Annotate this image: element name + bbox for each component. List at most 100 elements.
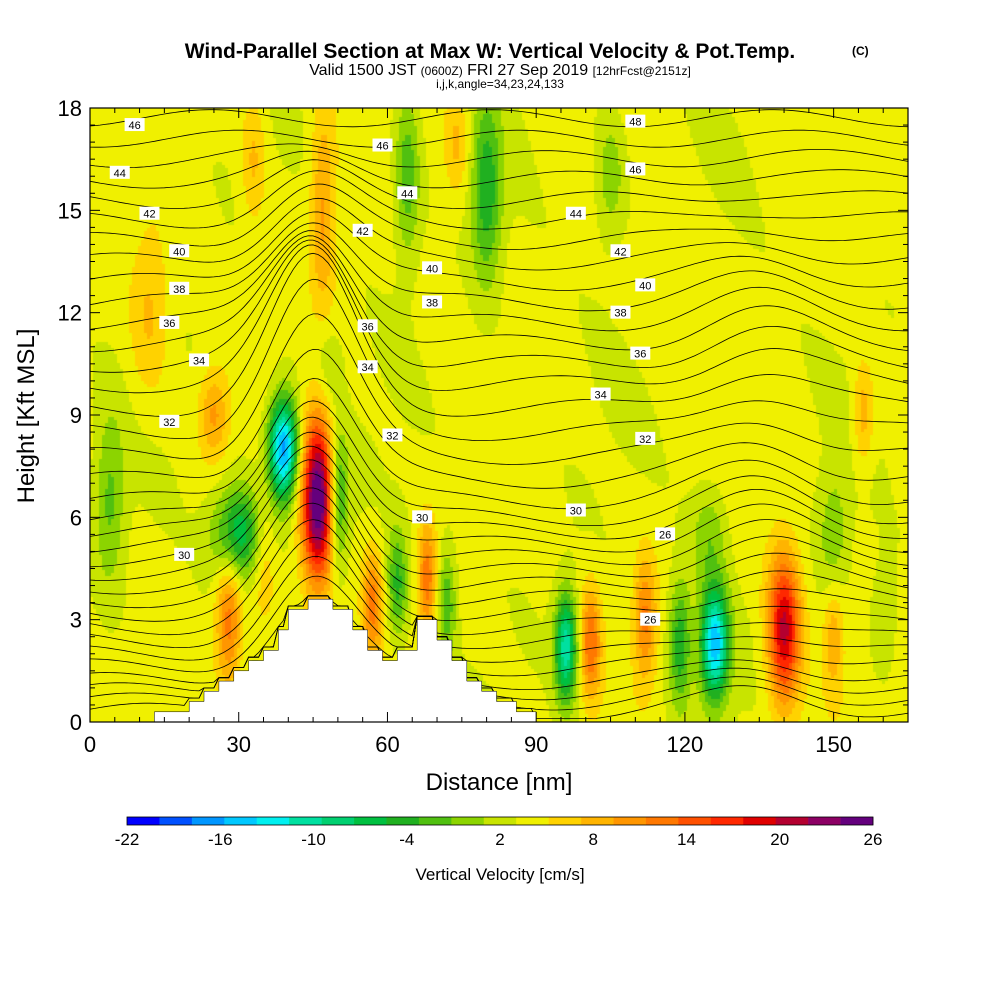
isentrope-label: 36 (159, 315, 180, 330)
colorbar-swatch (548, 817, 582, 825)
y-tick-label: 15 (58, 198, 82, 223)
colorbar-swatch (808, 817, 841, 825)
vertical-velocity-field (90, 108, 908, 722)
colorbar-swatch (256, 817, 290, 825)
svg-text:40: 40 (426, 263, 438, 275)
x-tick-label: 120 (667, 732, 704, 757)
svg-text:38: 38 (173, 284, 185, 296)
svg-text:48: 48 (629, 117, 641, 129)
svg-text:40: 40 (173, 246, 185, 258)
isentrope-label: 26 (640, 612, 661, 627)
y-tick-label: 3 (70, 608, 82, 633)
svg-text:44: 44 (114, 168, 126, 180)
isentrope-label: 30 (565, 503, 586, 518)
colorbar-swatch (516, 817, 549, 825)
colorbar-swatch (678, 817, 712, 825)
colorbar-tick-label: 8 (589, 830, 598, 849)
colorbar-swatch (645, 817, 679, 825)
isentrope-label: 44 (397, 186, 418, 200)
colorbar-tick-label: 26 (864, 830, 883, 849)
svg-text:44: 44 (570, 209, 582, 221)
isentrope-label: 34 (189, 353, 210, 367)
isentrope-line (90, 416, 908, 540)
svg-text:26: 26 (644, 615, 656, 627)
svg-text:26: 26 (659, 529, 671, 541)
svg-text:34: 34 (193, 355, 205, 367)
svg-text:30: 30 (416, 512, 428, 524)
isentrope-line (90, 150, 908, 189)
colorbar (126, 816, 874, 826)
isentrope-line (90, 378, 908, 510)
svg-text:44: 44 (401, 188, 413, 200)
isentrope-line (90, 159, 908, 209)
y-tick-label: 9 (70, 403, 82, 428)
isentrope-labels: 46 44 42 40 38 36 34 32 30 46 44 42 40 38 36 34 32 30 48 46… (109, 114, 676, 627)
isentrope-line (90, 143, 908, 169)
isentrope-label: 30 (412, 510, 433, 524)
svg-text:46: 46 (629, 164, 641, 176)
isentrope-label: 32 (635, 431, 656, 446)
svg-text:34: 34 (595, 390, 607, 402)
isentrope-label: 42 (139, 206, 160, 221)
isentrope-line (90, 536, 908, 649)
isentrope-line (90, 555, 908, 663)
colorbar-swatch (418, 817, 452, 825)
colorbar-tick-label: -10 (301, 830, 326, 849)
colorbar-tick-label: 2 (495, 830, 504, 849)
isentrope-label: 30 (174, 547, 195, 562)
chart-title: Wind-Parallel Section at Max W: Vertical… (185, 40, 796, 63)
isentrope-line (90, 183, 908, 251)
plot-area: 46 44 42 40 38 36 34 32 30 46 44 42 40 38 36 34 32 30 48 46… (90, 108, 908, 722)
terrain-mask (90, 598, 908, 722)
svg-text:36: 36 (634, 349, 646, 361)
isentrope-label: 40 (422, 261, 443, 275)
svg-text:42: 42 (614, 246, 626, 258)
x-tick-label: 0 (84, 732, 96, 757)
colorbar-swatch (159, 817, 193, 825)
isentrope-label: 40 (169, 244, 190, 258)
isentrope-label: 26 (655, 527, 676, 541)
isentrope-line (90, 502, 908, 622)
isentrope-label: 46 (124, 118, 145, 132)
svg-text:30: 30 (570, 506, 582, 518)
isentrope-line (90, 575, 908, 677)
isentrope-label: 46 (372, 138, 393, 153)
isentrope-contours (90, 109, 908, 719)
isentrope-label: 34 (590, 387, 611, 402)
colorbar-swatch (224, 817, 258, 825)
svg-text:42: 42 (357, 226, 369, 238)
isentrope-label: 42 (610, 244, 631, 258)
colorbar-swatch (354, 817, 387, 825)
colorbar-swatch (710, 817, 744, 825)
chart-subtitle: Valid 1500 JST (0600Z) FRI 27 Sep 2019 [… (309, 62, 691, 79)
colorbar-tick-label: -4 (399, 830, 414, 849)
svg-text:36: 36 (163, 318, 175, 330)
isentrope-label: 36 (357, 319, 378, 333)
isentrope-label: 38 (422, 295, 443, 309)
y-tick-label: 18 (58, 96, 82, 121)
svg-text:46: 46 (128, 120, 140, 132)
isentrope-label: 44 (109, 165, 130, 180)
svg-text:30: 30 (178, 550, 190, 562)
isentrope-line (90, 222, 908, 312)
isentrope-label: 40 (635, 278, 656, 292)
isentrope-line (90, 278, 908, 441)
isentrope-line (90, 230, 908, 332)
x-tick-label: 90 (524, 732, 548, 757)
isentrope-label: 38 (169, 281, 190, 296)
svg-text:32: 32 (386, 430, 398, 442)
colorbar-labels: -22 -16 -10 -4 2 8 14 20 26 (115, 830, 883, 849)
x-axis-label: Distance [nm] (426, 769, 573, 796)
svg-text:38: 38 (614, 308, 626, 320)
colorbar-tick-label: -16 (208, 830, 233, 849)
svg-text:38: 38 (426, 297, 438, 309)
copyright-mark: (C) (852, 44, 869, 58)
isentrope-label: 46 (625, 162, 646, 176)
y-axis-label: Height [Kft MSL] (13, 329, 40, 504)
svg-text:34: 34 (361, 362, 373, 374)
colorbar-swatch (289, 817, 322, 825)
colorbar-swatch (840, 817, 874, 825)
isentrope-label: 32 (159, 414, 180, 429)
